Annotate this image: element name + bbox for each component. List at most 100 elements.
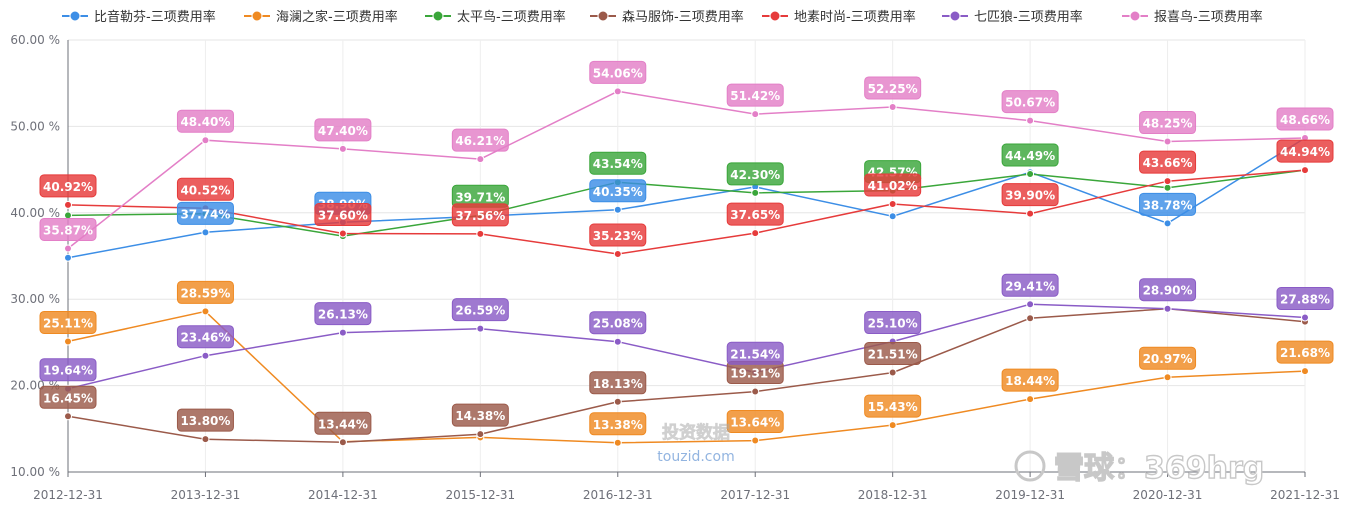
data-point[interactable] [613, 438, 622, 447]
data-label: 21.68% [1276, 340, 1334, 364]
data-point[interactable] [476, 430, 485, 439]
series-line-2 [67, 169, 1306, 237]
series-line-3 [67, 307, 1306, 444]
data-point[interactable] [751, 110, 760, 119]
data-point[interactable] [888, 212, 897, 221]
data-point[interactable] [888, 199, 897, 208]
data-point[interactable] [64, 211, 72, 220]
data-point[interactable] [64, 200, 72, 209]
data-point[interactable] [1163, 219, 1172, 228]
data-point[interactable] [201, 228, 210, 237]
data-label-text: 13.44% [318, 417, 368, 431]
data-label-text: 37.56% [455, 209, 505, 223]
data-point[interactable] [1301, 313, 1309, 322]
data-point[interactable] [1026, 300, 1035, 309]
data-label-text: 52.25% [868, 82, 918, 96]
data-point[interactable] [1163, 183, 1172, 192]
data-point[interactable] [613, 397, 622, 406]
data-label-badge [726, 202, 784, 226]
data-point[interactable] [613, 87, 622, 96]
legend-item[interactable]: 地素时尚-三项费用率 [762, 9, 916, 25]
data-point[interactable] [751, 387, 760, 396]
data-point[interactable] [338, 144, 347, 153]
data-label-text: 28.90% [1143, 284, 1193, 298]
data-label: 19.31% [726, 361, 784, 385]
data-point[interactable] [201, 307, 210, 316]
data-point[interactable] [1163, 304, 1172, 313]
legend-label: 海澜之家-三项费用率 [276, 9, 398, 25]
data-label: 16.45% [39, 385, 97, 409]
data-point[interactable] [1026, 209, 1035, 218]
data-point[interactable] [1301, 166, 1309, 175]
data-point[interactable] [1163, 137, 1172, 146]
data-point[interactable] [751, 229, 760, 238]
data-point[interactable] [751, 188, 760, 197]
data-point[interactable] [64, 244, 72, 253]
legend-item[interactable]: 比音勒芬-三项费用率 [62, 9, 216, 25]
data-point[interactable] [476, 155, 485, 164]
data-label: 43.66% [1139, 150, 1197, 174]
data-point[interactable] [1026, 395, 1035, 404]
watermark-brand: 投资数据 [662, 422, 730, 443]
data-point[interactable] [338, 229, 347, 238]
corner-watermark: 雪球：369hrg [1014, 450, 1265, 487]
data-label: 26.13% [314, 302, 372, 326]
data-point[interactable] [1026, 116, 1035, 125]
data-label-text: 14.38% [455, 409, 505, 423]
data-point[interactable] [613, 250, 622, 259]
series-line-4 [67, 169, 1306, 255]
data-point[interactable] [476, 324, 485, 333]
data-point[interactable] [201, 136, 210, 145]
data-point[interactable] [751, 436, 760, 445]
data-point[interactable] [1026, 314, 1035, 323]
legend-marker [69, 10, 81, 22]
data-label-text: 23.46% [180, 331, 230, 345]
data-point[interactable] [1301, 367, 1309, 376]
legend-item[interactable]: 海澜之家-三项费用率 [244, 9, 398, 25]
data-label: 28.59% [176, 280, 234, 304]
data-point[interactable] [613, 337, 622, 346]
data-point[interactable] [613, 205, 622, 214]
data-label: 37.65% [726, 202, 784, 226]
data-point[interactable] [1163, 177, 1172, 186]
data-point[interactable] [476, 229, 485, 238]
data-point[interactable] [64, 337, 72, 346]
data-label: 20.97% [1139, 346, 1197, 370]
data-point[interactable] [64, 253, 72, 262]
data-label: 15.43% [864, 394, 922, 418]
data-label: 40.35% [589, 179, 647, 203]
legend-item[interactable]: 报喜鸟-三项费用率 [1122, 9, 1263, 25]
data-label-text: 40.92% [43, 180, 93, 194]
data-point[interactable] [64, 412, 72, 421]
x-tick-label: 2019-12-31 [995, 488, 1065, 502]
data-point[interactable] [338, 328, 347, 337]
legend-item[interactable]: 太平鸟-三项费用率 [425, 9, 566, 25]
data-label: 13.44% [314, 411, 372, 435]
data-label-text: 19.31% [730, 367, 780, 381]
data-label-badge [1001, 143, 1059, 167]
y-tick-label: 30.00 % [10, 292, 60, 306]
data-point[interactable] [338, 438, 347, 447]
data-label-text: 21.51% [868, 348, 918, 362]
data-label-text: 41.02% [868, 179, 918, 193]
data-point[interactable] [1163, 373, 1172, 382]
data-label: 48.66% [1276, 107, 1334, 131]
data-label: 14.38% [451, 403, 509, 427]
data-label-badge [176, 408, 234, 432]
data-label-text: 13.38% [593, 418, 643, 432]
data-label: 25.08% [589, 311, 647, 335]
data-point[interactable] [888, 102, 897, 111]
data-label-text: 21.68% [1280, 346, 1330, 360]
data-point[interactable] [1026, 170, 1035, 179]
data-label-badge [864, 311, 922, 335]
legend-item[interactable]: 森马服饰-三项费用率 [590, 9, 744, 25]
data-label: 13.38% [589, 412, 647, 436]
data-label-badge [39, 174, 97, 198]
data-label-text: 38.78% [1143, 198, 1193, 212]
x-tick-label: 2021-12-31 [1270, 488, 1340, 502]
data-point[interactable] [201, 435, 210, 444]
legend-item[interactable]: 七匹狼-三项费用率 [942, 9, 1083, 25]
data-point[interactable] [888, 421, 897, 430]
data-point[interactable] [888, 368, 897, 377]
data-point[interactable] [201, 351, 210, 360]
